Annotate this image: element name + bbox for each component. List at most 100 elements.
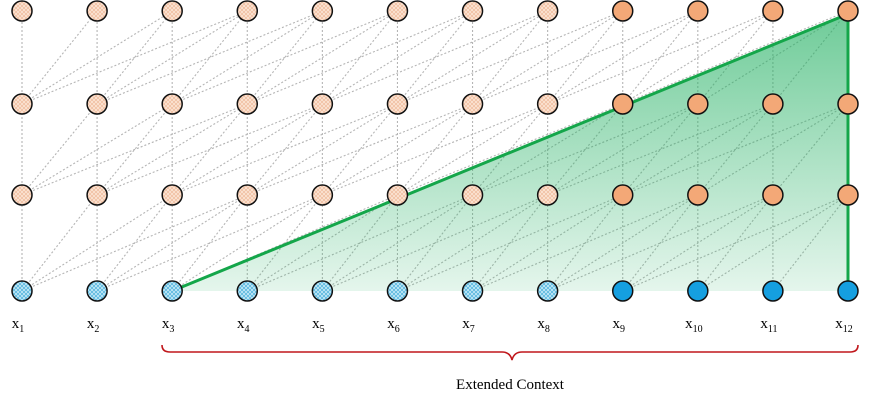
label-sub: 5 [320,324,325,335]
input-node [11,280,33,302]
edge [622,10,849,105]
edge [322,10,473,105]
edge [247,103,473,196]
hidden-node [386,0,409,22]
edge [171,10,398,105]
hidden-node [236,184,259,206]
hidden-node [161,184,183,206]
hidden-node [611,184,634,206]
edge [96,194,323,292]
label-main: x [12,316,20,332]
edge [472,10,624,105]
hidden-node [611,0,634,22]
hidden-node [837,93,859,115]
edge [472,10,699,105]
input-label: x6 [387,316,400,335]
edge [322,103,473,196]
hidden-node [536,184,559,206]
label-sub: 6 [395,324,400,335]
input-label: x5 [312,316,325,335]
input-node [461,280,484,302]
edge [247,10,473,105]
edge [322,103,548,196]
edge [397,103,548,196]
edge [21,194,98,292]
edge [21,103,98,196]
hidden-node [762,93,784,115]
edge [21,194,248,292]
edge [21,10,98,105]
hidden-node [762,0,784,22]
label-sub: 12 [843,324,853,335]
hidden-node [762,184,784,206]
hidden-node [236,0,259,22]
label-sub: 9 [620,324,625,335]
hidden-node [461,0,484,22]
input-node [611,280,634,302]
input-node [161,280,183,302]
edge [171,103,398,196]
edge [96,10,323,105]
hidden-node [386,93,409,115]
input-node [236,280,259,302]
hidden-node [161,0,183,22]
brace [161,344,859,361]
input-node [386,280,409,302]
label-sub: 11 [768,324,778,335]
edge [171,194,323,292]
label-main: x [537,316,545,332]
hidden-node [311,93,334,115]
edge [96,194,173,292]
input-label: x1 [12,316,25,335]
input-label: x11 [760,316,777,335]
label-main: x [462,316,470,332]
label-sub: 1 [19,324,24,335]
edge [96,194,248,292]
input-label: x7 [462,316,475,335]
edge [171,194,248,292]
hidden-node [687,93,709,115]
edge [21,10,248,105]
hidden-node [687,0,709,22]
label-sub: 8 [545,324,550,335]
label-main: x [685,316,693,332]
hidden-node [687,184,709,206]
input-label: x4 [237,316,250,335]
hidden-node [86,0,108,22]
label-sub: 2 [94,324,99,335]
label-sub: 10 [693,324,703,335]
hidden-node [837,0,859,22]
label-main: x [835,316,843,332]
hidden-node [837,184,859,206]
label-main: x [87,316,95,332]
hidden-node [461,184,484,206]
edge [96,10,248,105]
label-main: x [312,316,320,332]
hidden-node [311,0,334,22]
hidden-node [11,184,33,206]
edge [171,10,323,105]
hidden-node [236,93,259,115]
edge [171,103,323,196]
edge [547,10,699,105]
input-node [837,280,859,302]
edge [622,10,774,105]
input-label: x9 [612,316,625,335]
hidden-node [461,93,484,115]
input-label: x12 [835,316,853,335]
edge [547,10,774,105]
input-node [536,280,559,302]
label-main: x [162,316,170,332]
label-main: x [612,316,620,332]
label-sub: 7 [470,324,475,335]
input-node [311,280,334,302]
hidden-node [536,0,559,22]
input-node [86,280,108,302]
edge [21,10,173,105]
edge [246,10,398,105]
edge [397,10,548,105]
edge [322,10,548,105]
edge [397,103,623,196]
edge [246,103,398,196]
